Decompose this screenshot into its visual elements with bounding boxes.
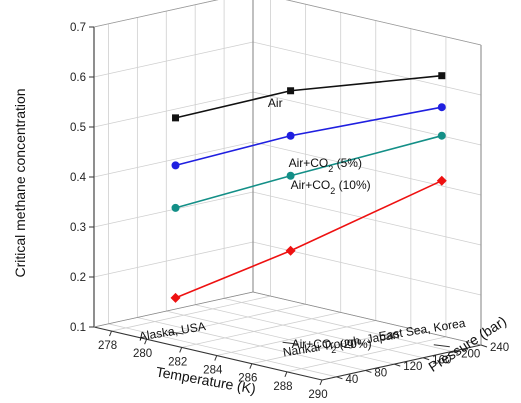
series — [170, 72, 447, 303]
data-point — [171, 203, 180, 212]
grid-line — [137, 317, 366, 371]
data-point — [170, 292, 181, 303]
x-tick-label: 290 — [308, 389, 327, 401]
y-tick-label: 80 — [374, 367, 387, 379]
series-2 — [171, 103, 446, 170]
grid-line — [252, 141, 482, 196]
grid-line — [252, 191, 482, 246]
grid-line — [108, 323, 337, 378]
x-tick — [214, 355, 218, 361]
grid-line — [252, 41, 482, 96]
data-point — [286, 131, 295, 140]
series-3 — [171, 131, 446, 212]
grid-line — [251, 328, 411, 365]
x-tick — [179, 347, 183, 353]
z-tick-label: 0.2 — [70, 272, 86, 284]
data-point — [172, 114, 180, 122]
x-tick — [319, 379, 323, 386]
y-tick — [480, 344, 488, 348]
location-tick — [167, 331, 184, 335]
z-tick-label: 0.3 — [70, 222, 86, 234]
grid-line — [93, 241, 254, 278]
x-tick-label: 278 — [98, 340, 117, 352]
x-tick — [249, 363, 253, 369]
grid-line — [285, 0, 482, 46]
location-tick — [282, 341, 299, 345]
y-axis-line — [321, 344, 482, 381]
grid-line — [286, 336, 447, 373]
grid-line — [224, 297, 453, 352]
x-tick-label: 288 — [273, 381, 292, 393]
top-edge — [285, 0, 482, 46]
x-tick — [144, 339, 148, 345]
y-tick — [394, 363, 401, 367]
x-tick-label: 284 — [203, 365, 223, 377]
grid-line — [216, 320, 376, 356]
z-axis-title: Critical methane concentration — [12, 88, 28, 277]
series-1 — [172, 72, 446, 122]
grid-line — [93, 91, 254, 128]
y-tick-label: 240 — [490, 342, 509, 354]
y-tick — [451, 350, 459, 354]
y-tick — [365, 369, 372, 373]
data-point — [171, 161, 180, 170]
floor-edge — [93, 291, 254, 328]
series-label: Air — [268, 96, 283, 110]
location-tick — [433, 344, 450, 348]
z-tick-label: 0.6 — [70, 72, 86, 84]
location-label: East Sea, Korea — [378, 316, 467, 344]
data-point — [285, 245, 296, 256]
grid-line — [93, 0, 219, 28]
series-line — [175, 134, 442, 209]
grid-line — [93, 141, 254, 178]
series-4 — [170, 175, 447, 303]
z-tick-label: 0.4 — [70, 172, 87, 184]
data-point — [438, 72, 446, 80]
data-point — [437, 103, 446, 112]
data-point — [437, 131, 446, 140]
data-point — [286, 171, 295, 180]
z-tick-label: 0.7 — [70, 22, 86, 34]
grid-line — [181, 311, 341, 348]
data-point — [287, 87, 295, 95]
grid-line — [146, 303, 306, 340]
grid-line — [195, 304, 424, 359]
series-label: Air+CO2 (10%) — [291, 178, 371, 196]
grid-line — [166, 310, 395, 365]
z-tick-label: 0.1 — [70, 322, 86, 334]
x-tick — [109, 330, 113, 337]
y-tick — [423, 357, 430, 361]
x-tick-label: 280 — [133, 348, 152, 360]
axes: 0.1 0.2 0.3 0.4 0.5 0.6 0.7 278 280 282 284 286 288 2… — [70, 0, 509, 401]
y-tick — [336, 376, 343, 380]
floor-edge — [252, 291, 482, 346]
data-point — [436, 175, 447, 186]
y-tick-label: 160 — [432, 355, 451, 367]
y-tick-label: 200 — [461, 348, 480, 360]
z-tick-label: 0.5 — [70, 122, 86, 134]
series-line — [175, 74, 442, 119]
x-tick — [284, 371, 288, 378]
labels: Critical methane concentrationTemperatur… — [12, 88, 509, 396]
series-label: Air+CO2 (5%) — [289, 156, 362, 174]
grid-line — [93, 41, 254, 78]
x-tick-label: 286 — [238, 373, 257, 385]
y-tick-label: 40 — [345, 374, 358, 386]
series-label: Air+CO2 (20%) — [292, 337, 372, 355]
x-axis-line — [93, 326, 323, 381]
y-tick-label: 120 — [403, 361, 422, 373]
x-tick-label: 282 — [168, 356, 187, 368]
grid-line — [111, 295, 271, 332]
top-edge — [93, 0, 219, 28]
series-line — [175, 179, 443, 299]
